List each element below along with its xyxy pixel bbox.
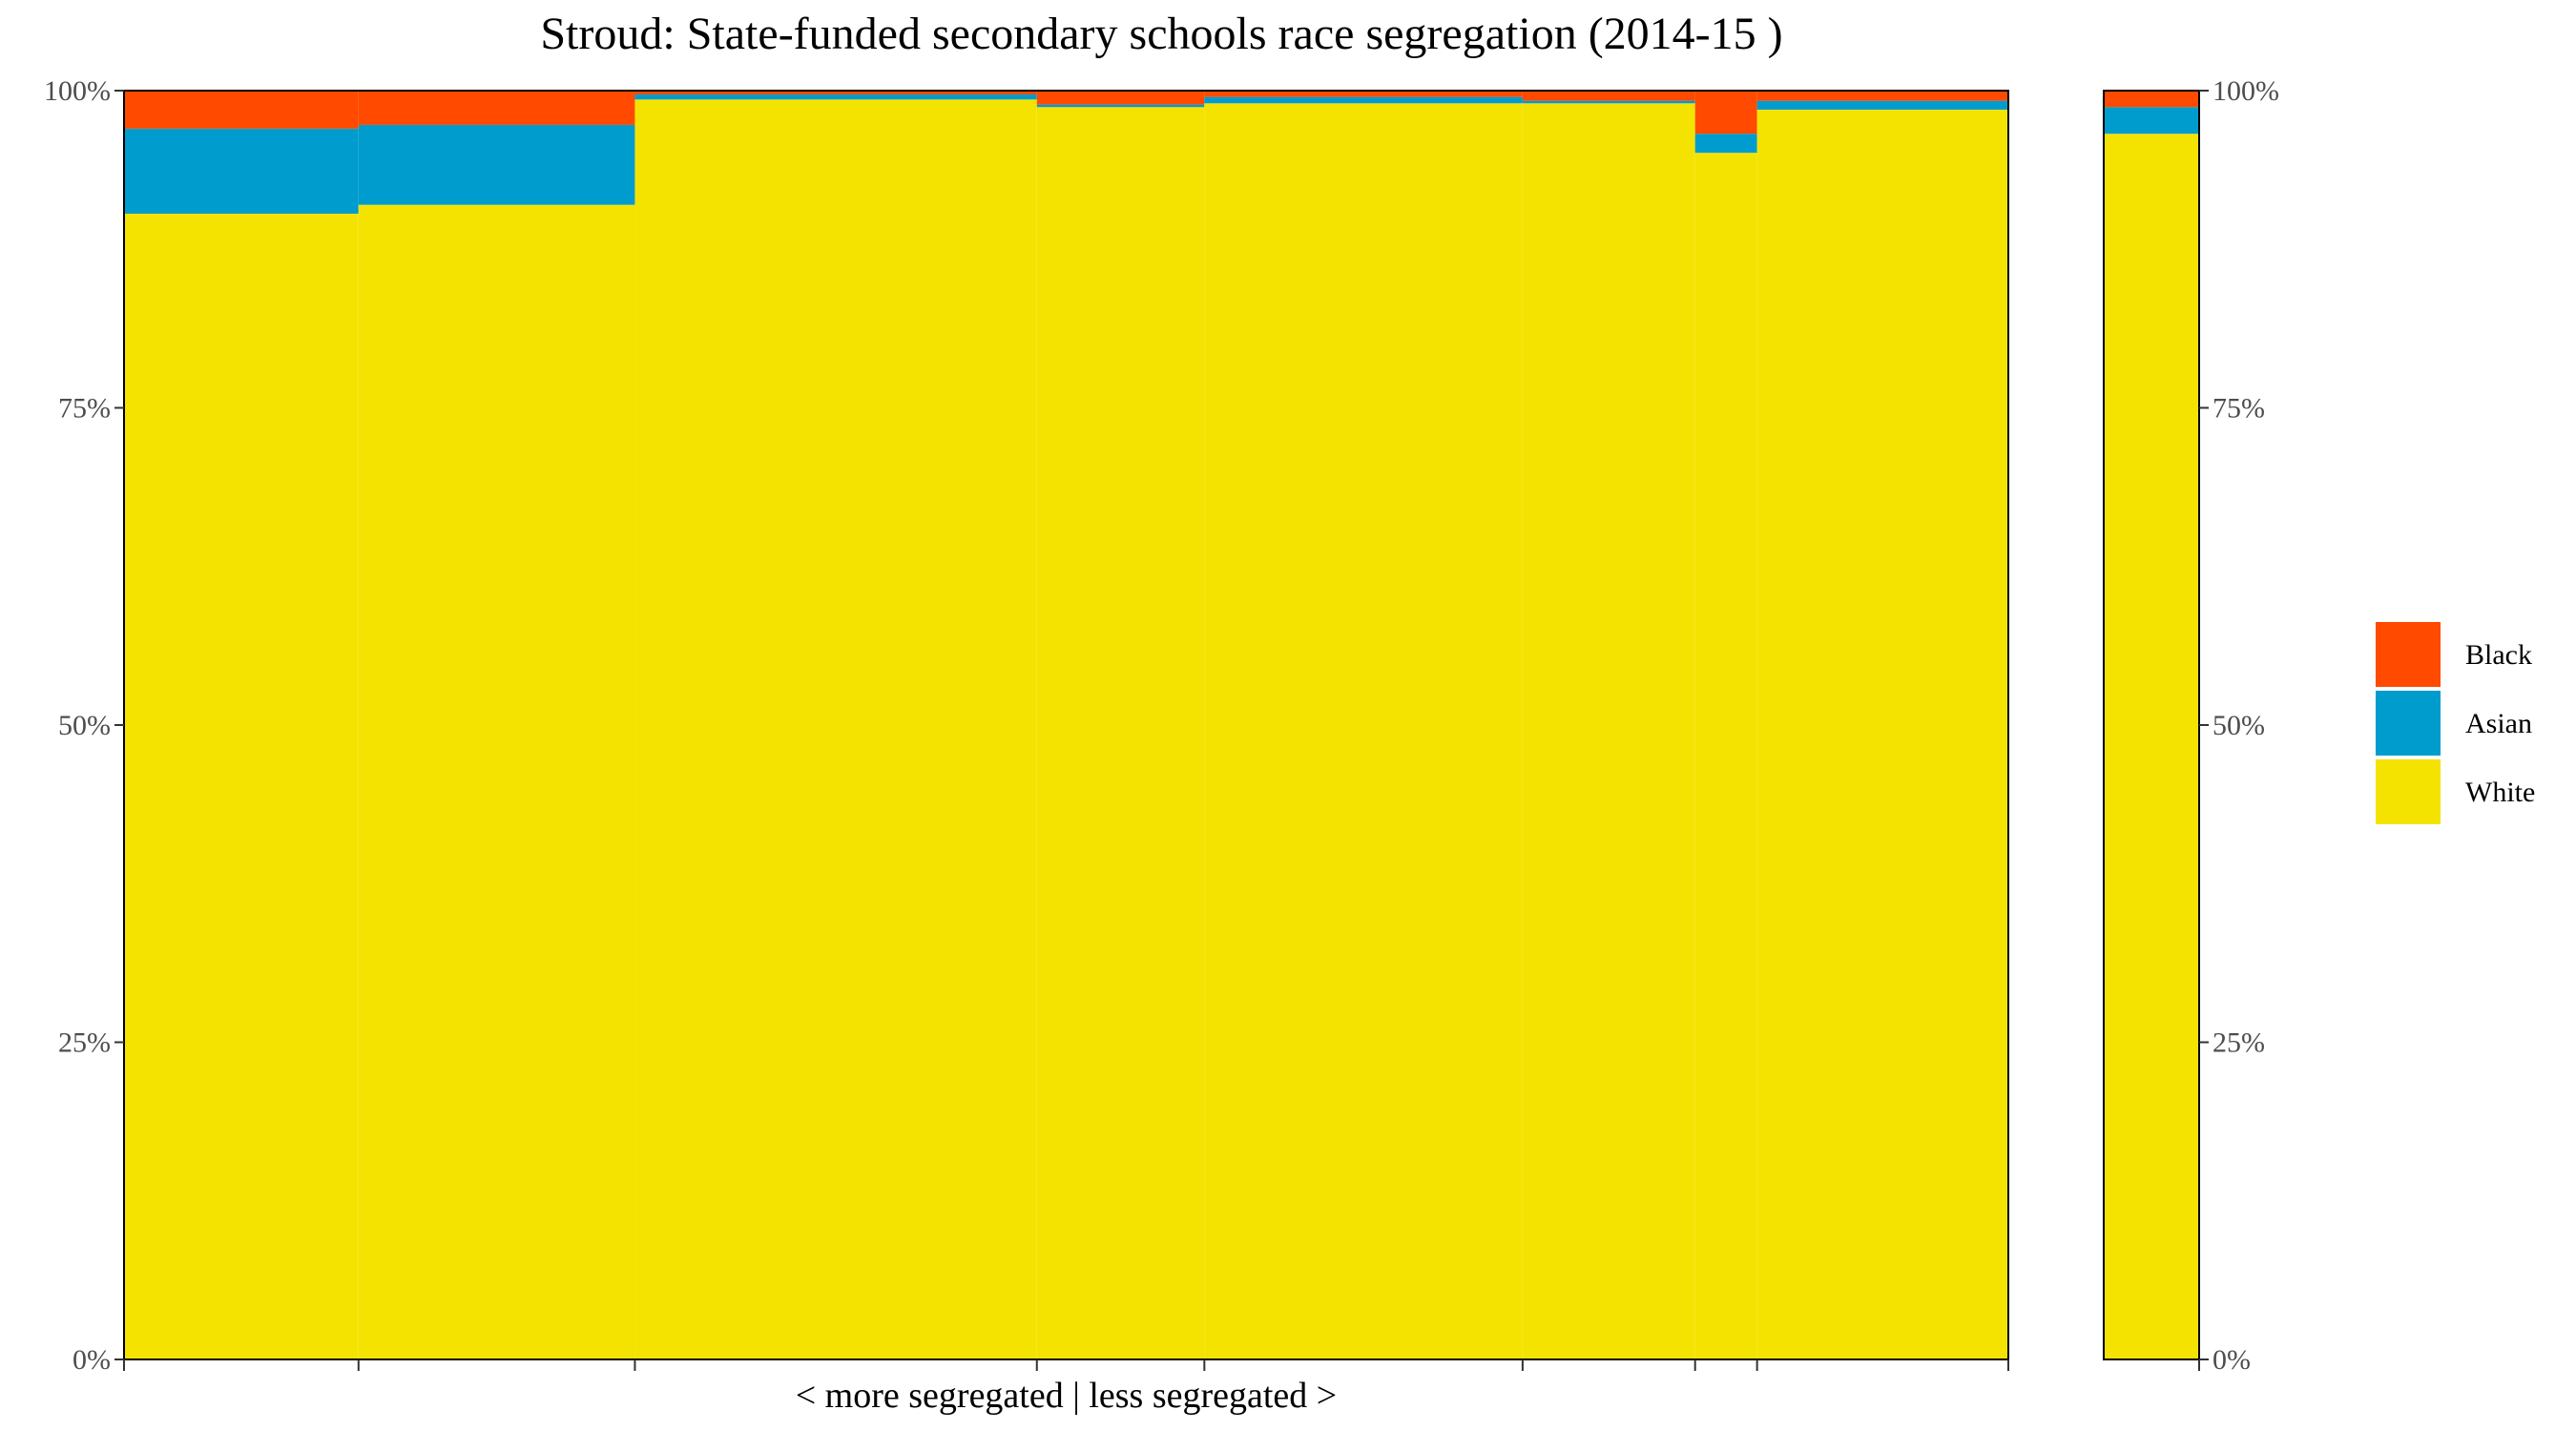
bar-school-1-white [124,214,359,1359]
bar-school-1-black [124,91,359,129]
bar-school-8-white [1756,109,2008,1360]
bar-school-7-white [1694,153,1757,1359]
bar-school-8-asian [1756,100,2008,110]
bar-overall-white [2104,134,2199,1360]
bar-school-2-white [358,204,635,1360]
bar-school-5-white [1204,103,1523,1359]
bar-school-6-black [1522,91,1695,101]
y-tick-label-left: 50% [58,710,111,741]
legend-swatch-black [2376,622,2441,687]
bar-school-6-white [1522,103,1695,1359]
y-tick-label-right: 100% [2212,75,2279,107]
bars-layer [124,91,2199,1360]
legend-label-asian: Asian [2465,708,2532,739]
bar-school-2-black [358,91,635,125]
y-tick-label-right: 50% [2212,710,2265,741]
bar-school-4-black [1036,91,1205,105]
legend-swatch-asian [2376,691,2441,756]
bar-school-8-black [1756,91,2008,101]
legend-label-black: Black [2465,639,2532,671]
bar-overall-black [2104,91,2199,108]
bar-school-7-asian [1694,134,1757,154]
x-axis-label: < more segregated | less segregated > [796,1376,1337,1416]
bar-overall-asian [2104,107,2199,135]
legend-swatch-white [2376,759,2441,824]
bar-school-6-asian [1522,100,1695,104]
bar-school-1-asian [124,128,359,215]
y-tick-label-right: 25% [2212,1027,2265,1059]
bar-school-5-black [1204,91,1523,97]
y-tick-label-left: 0% [73,1344,111,1376]
y-tick-label-left: 75% [58,393,111,425]
y-tick-label-left: 100% [44,75,111,107]
bar-school-4-white [1036,107,1205,1359]
bar-school-3-asian [634,93,1037,100]
bar-school-3-white [634,99,1037,1359]
chart-title: Stroud: State-funded secondary schools r… [540,9,1783,59]
bar-school-3-black [634,91,1037,94]
y-tick-label-right: 0% [2212,1344,2251,1376]
y-tick-label-right: 75% [2212,393,2265,425]
bar-school-7-black [1694,91,1757,135]
axes-layer: 0% 0% 25% 25% 50% 50% 75% 75% 100% 100% < more seg… [44,75,2279,1416]
bar-school-5-asian [1204,96,1523,104]
bar-school-4-asian [1036,104,1205,108]
legend-label-white: White [2465,777,2535,808]
bar-school-2-asian [358,124,635,205]
legend: Black Asian White [2376,622,2535,824]
y-tick-label-left: 25% [58,1027,111,1059]
